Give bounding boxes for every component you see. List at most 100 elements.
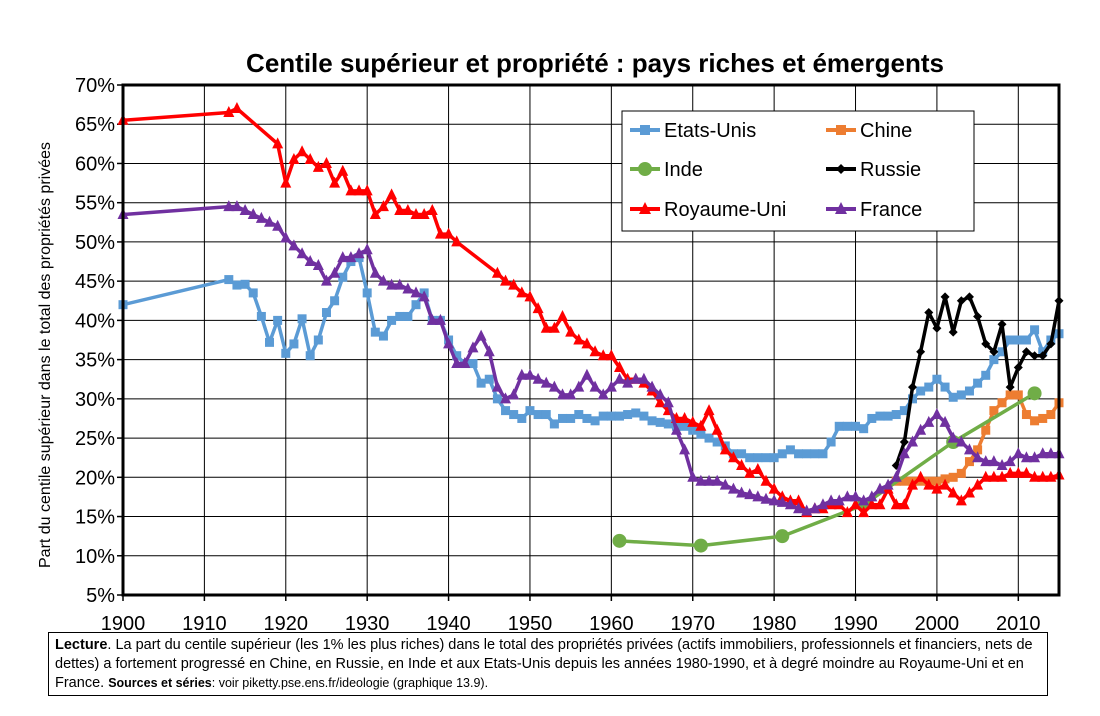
series-line [619,391,1036,548]
data-point [540,321,552,333]
data-point [948,472,958,482]
data-point [329,176,341,188]
data-point [573,380,585,392]
data-point [775,529,790,544]
data-point [297,314,307,324]
data-point [484,374,494,384]
data-point [964,386,974,396]
data-point [565,388,577,400]
data-point [1030,325,1040,335]
data-point [304,255,316,267]
data-point [386,278,398,290]
data-point [640,125,650,135]
data-point [631,408,641,418]
data-point [817,498,829,510]
data-point [851,421,861,431]
legend-label: Russie [860,159,921,181]
data-point [939,415,951,427]
data-point [964,457,974,467]
data-point [524,290,536,302]
legend-label: Royaume-Uni [664,199,786,221]
data-point [907,382,917,392]
data-point [818,449,828,459]
data-point [703,404,715,416]
data-point [224,275,234,285]
y-tick-label: 10% [75,546,115,568]
data-point [574,410,584,420]
data-point [768,482,780,494]
data-point [1030,351,1040,361]
plot-area-border [121,83,1061,597]
data-point [337,251,349,263]
data-point [898,498,910,510]
data-point [768,494,780,506]
data-point [931,482,943,494]
legend-label: Chine [860,120,912,142]
data-point [247,207,259,219]
data-point [434,313,446,325]
data-point [605,349,617,361]
data-point [558,413,568,423]
data-point [614,411,624,421]
y-tick-label: 25% [75,428,115,450]
legend-item: France [826,199,922,221]
data-point [273,315,283,325]
data-point [973,378,983,388]
data-point [753,453,763,463]
data-point [589,345,601,357]
data-point [670,423,682,435]
data-point [1004,455,1016,467]
data-point [679,443,691,455]
data-point [516,368,528,380]
y-tick-label: 65% [75,114,115,136]
data-point [630,372,642,384]
data-point [947,486,959,498]
data-point [590,416,600,426]
data-point [858,506,870,518]
data-point [646,380,658,392]
data-point [305,351,315,361]
note-lecture-label: Lecture [55,637,108,653]
legend-box [621,110,975,232]
x-tick-label: 1900 [101,613,146,632]
data-point [443,227,455,239]
data-point [973,445,983,455]
x-tick-label: 1910 [182,613,227,632]
data-point [248,288,258,298]
data-point [338,272,348,282]
data-point [833,494,845,506]
data-point [403,311,413,321]
data-point [793,502,805,514]
y-tick-label: 70% [75,75,115,97]
data-point [613,372,625,384]
data-point [1021,410,1031,420]
data-point [981,339,991,349]
data-point [695,419,707,431]
data-point [451,235,463,247]
data-point [394,278,406,290]
legend-item: Chine [826,120,912,142]
data-point [239,204,251,216]
data-point [288,153,300,165]
data-point [524,368,536,380]
data-point [312,258,324,270]
data-point [924,382,934,392]
note-sources-label: Sources et séries [108,676,212,690]
data-point [517,413,527,423]
data-point [776,495,788,507]
data-point [1030,416,1040,426]
data-point [598,411,608,421]
data-point [850,490,862,502]
data-point [459,357,471,369]
data-point [330,296,340,306]
data-point [737,449,747,459]
data-point [955,494,967,506]
data-point [989,406,999,416]
data-point [280,231,292,243]
data-point [989,347,999,357]
x-tick-label: 1970 [670,613,715,632]
data-point [834,421,844,431]
data-point [1029,470,1041,482]
data-point [769,453,779,463]
data-point [1004,466,1016,478]
